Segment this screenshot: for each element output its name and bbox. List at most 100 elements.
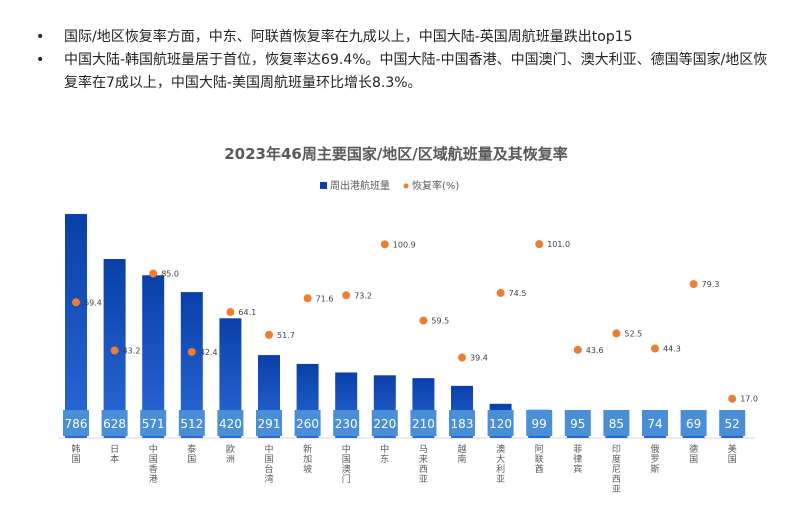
bar-value-box — [680, 410, 707, 436]
rate-value-label: 71.6 — [316, 294, 334, 303]
x-tick-label: 阿联酋 — [535, 444, 544, 475]
bar-value-box — [294, 410, 321, 436]
x-tick-label: 日本 — [110, 444, 119, 465]
x-tick-label: 美国 — [728, 443, 737, 465]
legend-bar-label: 周出港航班量 — [330, 179, 390, 192]
rate-value-label: 42.4 — [200, 348, 218, 357]
bar-value-label: 52 — [725, 417, 740, 431]
bar-value-box — [217, 410, 244, 436]
x-tick-label: 新加坡 — [303, 443, 312, 475]
bar-value-box — [256, 410, 282, 436]
bar-value-label: 420 — [219, 417, 242, 431]
bar — [65, 214, 87, 438]
rate-point — [419, 316, 428, 325]
rate-point — [110, 346, 119, 355]
rate-point — [689, 280, 698, 289]
bar-value-label: 95 — [570, 417, 585, 431]
rate-point — [380, 240, 389, 249]
bullet-dot: • — [36, 52, 45, 68]
legend-rate-label: 恢复率(%) — [412, 179, 459, 192]
bar-value-label: 183 — [451, 417, 474, 431]
bar-value-box — [642, 410, 668, 436]
x-tick-label: 泰国 — [187, 443, 196, 465]
bar — [180, 292, 203, 438]
bar-value-box — [101, 410, 128, 436]
x-tick-label: 中国香港 — [149, 443, 158, 485]
bar-value-label: 260 — [296, 417, 319, 431]
bar-value-label: 786 — [65, 417, 88, 431]
rate-value-label: 39.4 — [470, 354, 488, 363]
bar-value-box — [487, 410, 514, 436]
rate-point — [226, 308, 235, 317]
rate-value-label: 17.0 — [740, 395, 758, 404]
rate-value-label: 79.3 — [702, 280, 720, 289]
rate-point — [496, 288, 505, 297]
rate-value-label: 74.5 — [509, 289, 527, 298]
bullet-item: • 中国大陆-韩国航班量居于首位，恢复率达69.4%。中国大陆-中国香港、中国澳… — [36, 49, 776, 95]
rate-value-label: 101.0 — [547, 240, 570, 249]
bar-value-label: 99 — [532, 417, 547, 431]
legend: 周出港航班量 恢复率(%) — [320, 179, 459, 192]
bar-value-label: 85 — [609, 417, 624, 431]
rate-value-label: 73.2 — [354, 291, 372, 300]
rate-value-label: 52.5 — [624, 329, 642, 338]
rate-value-label: 43.6 — [586, 346, 604, 355]
rate-point — [612, 329, 621, 338]
legend-rate-swatch — [403, 183, 409, 189]
bar-value-label: 230 — [335, 417, 358, 431]
bar-value-box — [178, 410, 205, 436]
bullet-dot: • — [36, 29, 45, 45]
x-tick-label: 中国澳门 — [342, 443, 351, 485]
rate-point — [72, 298, 80, 307]
bar-value-label: 69 — [686, 417, 701, 431]
bar-value-label: 120 — [489, 417, 512, 431]
bar-value-box — [449, 410, 475, 436]
rate-point — [303, 294, 312, 303]
x-tick-label: 马来西亚 — [419, 444, 428, 485]
bullet-text: 中国大陆-韩国航班量居于首位，恢复率达69.4%。中国大陆-中国香港、中国澳门、… — [64, 52, 768, 91]
bar-value-box — [526, 410, 553, 436]
bar-value-box — [603, 410, 630, 436]
bar-value-box — [410, 410, 437, 436]
rate-point — [265, 330, 273, 339]
rate-value-label: 44.3 — [663, 344, 681, 353]
bar-value-box — [63, 410, 89, 436]
chart-marks: 786 69.4 韩国 628 43.2 日本 571 85.0 中国香港 512 42.4 泰国 42… — [63, 214, 758, 495]
bar-value-label: 74 — [647, 417, 662, 431]
bar — [219, 318, 242, 438]
bar-value-box — [140, 410, 167, 436]
bar-value-box — [564, 410, 591, 436]
bullet-text: 国际/地区恢复率方面，中东、阿联酋恢复率在九成以上，中国大陆-英国周航班量跌出t… — [64, 29, 633, 45]
x-tick-label: 德国 — [689, 443, 698, 465]
rate-point — [187, 347, 196, 356]
rate-point — [149, 269, 158, 278]
legend-bar-swatch — [320, 182, 327, 189]
rate-value-label: 59.5 — [431, 317, 449, 326]
rate-point — [573, 345, 582, 354]
rate-point — [728, 394, 737, 403]
bar-value-label: 291 — [258, 417, 281, 431]
rate-point — [458, 353, 466, 362]
rate-value-label: 64.1 — [238, 308, 256, 317]
x-tick-label: 印度尼西亚 — [612, 443, 621, 495]
bar-value-label: 628 — [103, 417, 126, 431]
rate-point — [535, 240, 544, 249]
bar-value-box — [333, 410, 360, 436]
x-tick-label: 越南 — [457, 443, 466, 465]
x-tick-label: 俄罗斯 — [650, 443, 659, 475]
x-tick-label: 中国台湾 — [264, 443, 273, 485]
rate-value-label: 100.9 — [393, 240, 416, 249]
bar-value-box — [719, 410, 746, 436]
bar-value-label: 210 — [412, 417, 435, 431]
bar-value-label: 571 — [142, 417, 165, 431]
x-tick-label: 韩国 — [71, 443, 80, 465]
x-tick-label: 澳大利亚 — [496, 443, 505, 485]
x-tick-label: 中东 — [380, 443, 389, 465]
chart-title: 2023年46周主要国家/地区/区域航班量及其恢复率 — [224, 145, 568, 163]
x-tick-label: 欧洲 — [226, 443, 235, 465]
rate-value-label: 69.4 — [84, 298, 102, 307]
rate-value-label: 43.2 — [123, 347, 141, 356]
summary-bullets: • 国际/地区恢复率方面，中东、阿联酋恢复率在九成以上，中国大陆-英国周航班量跌… — [36, 26, 776, 95]
bar — [142, 275, 165, 438]
